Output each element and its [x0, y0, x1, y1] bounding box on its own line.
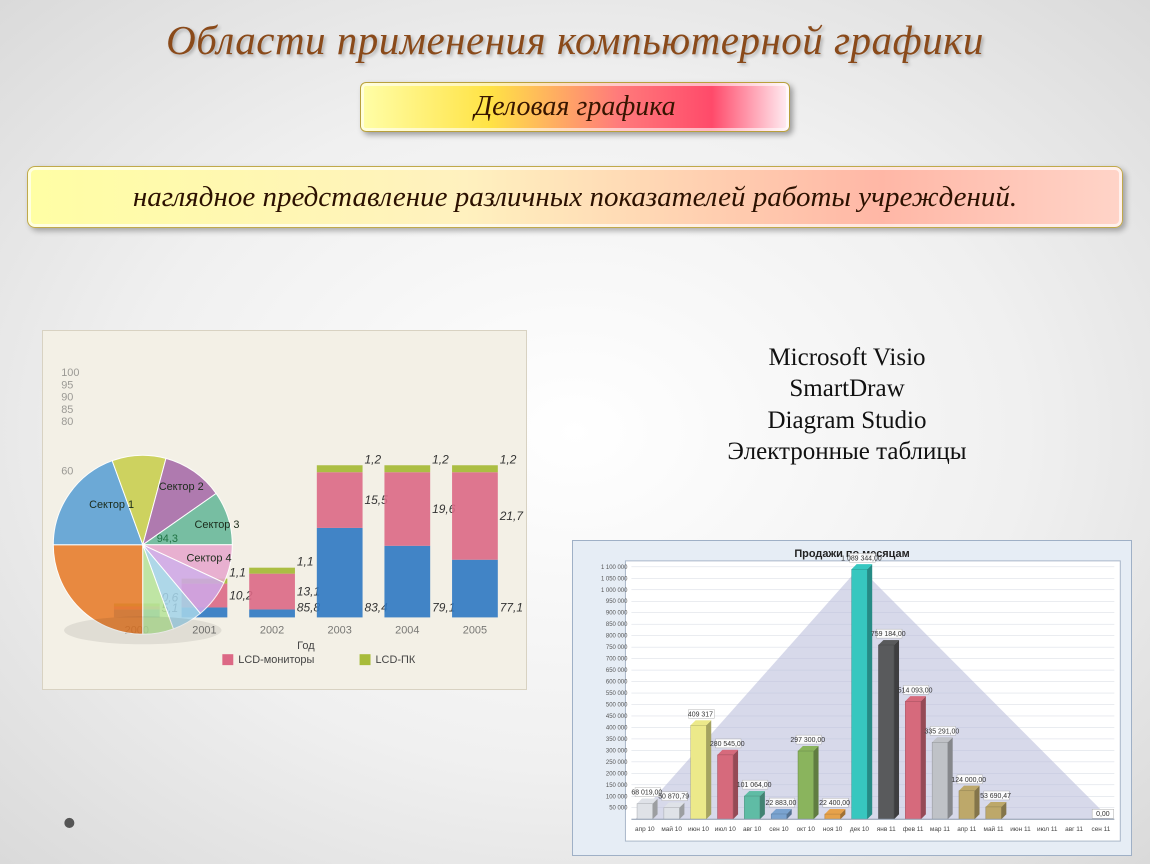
- svg-text:1,2: 1,2: [432, 452, 449, 466]
- svg-text:500 000: 500 000: [606, 702, 628, 708]
- svg-text:1,2: 1,2: [365, 452, 382, 466]
- svg-text:июн 11: июн 11: [1010, 826, 1031, 833]
- svg-text:450 000: 450 000: [606, 714, 628, 720]
- svg-text:600 000: 600 000: [606, 680, 628, 686]
- svg-text:2002: 2002: [260, 624, 284, 636]
- svg-text:124 000,00: 124 000,00: [951, 777, 986, 784]
- svg-text:LCD-ПК: LCD-ПК: [375, 654, 415, 666]
- software-item: Электронные таблицы: [612, 436, 1082, 467]
- svg-text:22 400,00: 22 400,00: [819, 800, 850, 807]
- svg-text:1,2: 1,2: [500, 452, 517, 466]
- svg-text:95: 95: [61, 379, 73, 391]
- svg-text:800 000: 800 000: [606, 634, 628, 640]
- page-title: Области применения компьютерной графики: [0, 0, 1150, 64]
- svg-text:июл 11: июл 11: [1037, 826, 1058, 833]
- description-banner: наглядное представление различных показа…: [27, 166, 1123, 228]
- svg-text:Сектор 3: Сектор 3: [195, 519, 240, 531]
- svg-text:650 000: 650 000: [606, 668, 628, 674]
- svg-text:Сектор 1: Сектор 1: [89, 499, 134, 511]
- svg-text:300 000: 300 000: [606, 748, 628, 754]
- svg-text:2005: 2005: [463, 624, 487, 636]
- svg-text:май 11: май 11: [984, 825, 1004, 833]
- svg-text:950 000: 950 000: [606, 599, 628, 605]
- svg-text:авг 10: авг 10: [743, 826, 762, 833]
- svg-text:850 000: 850 000: [606, 622, 628, 628]
- software-list: Microsoft Visio SmartDraw Diagram Studio…: [612, 342, 1082, 467]
- svg-text:297 300,00: 297 300,00: [790, 737, 825, 744]
- svg-text:окт 10: окт 10: [797, 826, 816, 833]
- right-chart-monthly-sales: Продажи по месяцам50 000100 000150 00020…: [572, 540, 1132, 856]
- svg-text:апр 11: апр 11: [957, 826, 977, 833]
- svg-text:1 000 000: 1 000 000: [601, 588, 628, 594]
- svg-text:фев 11: фев 11: [903, 826, 924, 833]
- svg-text:77,1: 77,1: [500, 600, 523, 614]
- svg-text:сен 10: сен 10: [769, 826, 789, 833]
- svg-text:250 000: 250 000: [606, 760, 628, 766]
- svg-text:сен 11: сен 11: [1092, 826, 1111, 833]
- svg-text:янв 11: янв 11: [877, 826, 896, 833]
- svg-text:400 000: 400 000: [606, 725, 628, 731]
- svg-text:Сектор 4: Сектор 4: [187, 553, 232, 565]
- svg-text:514 093,00: 514 093,00: [898, 687, 933, 694]
- svg-text:60: 60: [61, 465, 73, 477]
- bullet-icon: •: [62, 800, 77, 848]
- svg-text:550 000: 550 000: [606, 691, 628, 697]
- svg-text:1,1: 1,1: [297, 555, 314, 569]
- svg-text:июл 10: июл 10: [715, 826, 736, 833]
- svg-text:2003: 2003: [328, 624, 352, 636]
- svg-text:200 000: 200 000: [606, 771, 628, 777]
- svg-text:150 000: 150 000: [606, 783, 628, 789]
- svg-text:280 545,00: 280 545,00: [710, 741, 745, 748]
- svg-text:700 000: 700 000: [606, 657, 628, 663]
- svg-text:759 184,00: 759 184,00: [871, 631, 906, 638]
- svg-text:101 064,00: 101 064,00: [737, 782, 772, 789]
- svg-text:900 000: 900 000: [606, 611, 628, 617]
- svg-text:94,3: 94,3: [157, 533, 178, 545]
- svg-text:2004: 2004: [395, 624, 419, 636]
- svg-text:50 000: 50 000: [609, 806, 628, 812]
- svg-text:50 870,79: 50 870,79: [658, 794, 689, 801]
- left-chart-pie-and-stacked-bar: 60808590951000,65,120001,110,220011,113,…: [42, 330, 527, 690]
- svg-text:1,1: 1,1: [229, 566, 246, 580]
- svg-text:409 317: 409 317: [688, 711, 713, 718]
- svg-text:апр 10: апр 10: [635, 826, 655, 833]
- svg-text:335 291,00: 335 291,00: [925, 728, 960, 735]
- svg-text:июн 10: июн 10: [688, 826, 709, 833]
- svg-text:дек 10: дек 10: [850, 826, 870, 833]
- subtitle-banner: Деловая графика: [360, 82, 790, 132]
- svg-text:22 883,00: 22 883,00: [766, 800, 797, 807]
- svg-text:100: 100: [61, 367, 79, 379]
- svg-text:100 000: 100 000: [606, 794, 628, 800]
- svg-text:350 000: 350 000: [606, 737, 628, 743]
- svg-text:21,7: 21,7: [499, 509, 524, 523]
- svg-text:13,1: 13,1: [297, 585, 320, 599]
- svg-text:ноя 10: ноя 10: [823, 826, 843, 833]
- svg-text:79,1: 79,1: [432, 600, 455, 614]
- svg-text:90: 90: [61, 392, 73, 404]
- svg-text:Сектор 2: Сектор 2: [159, 481, 204, 493]
- svg-text:1 100 000: 1 100 000: [601, 565, 628, 571]
- svg-text:80: 80: [61, 416, 73, 428]
- svg-text:авг 11: авг 11: [1065, 826, 1083, 833]
- svg-text:1 089 344,00: 1 089 344,00: [841, 555, 882, 562]
- svg-text:1 050 000: 1 050 000: [601, 576, 628, 582]
- software-item: Diagram Studio: [612, 405, 1082, 436]
- software-item: Microsoft Visio: [612, 342, 1082, 373]
- svg-text:мар 11: мар 11: [930, 826, 950, 833]
- svg-text:85: 85: [61, 404, 73, 416]
- svg-text:0,00: 0,00: [1096, 811, 1110, 818]
- svg-text:750 000: 750 000: [606, 645, 628, 651]
- svg-text:Год: Год: [297, 640, 315, 652]
- software-item: SmartDraw: [612, 373, 1082, 404]
- svg-text:53 690,47: 53 690,47: [980, 793, 1011, 800]
- svg-text:май 10: май 10: [661, 825, 682, 833]
- svg-text:LCD-мониторы: LCD-мониторы: [238, 654, 314, 666]
